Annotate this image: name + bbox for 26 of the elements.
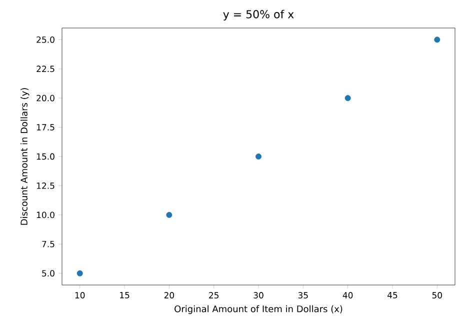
y-tick-label: 10.0 (36, 212, 54, 218)
x-tick-label: 30 (254, 292, 264, 298)
point (434, 36, 440, 43)
x-tick-label: 45 (387, 292, 398, 298)
x-tick-label: 35 (298, 292, 308, 298)
point (344, 95, 351, 102)
y-tick-label: 17.5 (36, 124, 54, 130)
y-tick-label: 5.0 (42, 270, 54, 277)
x-tick-label: 15 (120, 292, 130, 298)
y-tick-label: 15.0 (36, 153, 54, 160)
y-tick-label: 25.0 (36, 36, 54, 43)
y-tick-label: 12.5 (36, 182, 54, 189)
x-tick-label: 25 (209, 292, 219, 298)
point (166, 212, 172, 218)
x-tick-label: 20 (164, 292, 174, 298)
y-tick-label: 20.0 (36, 94, 54, 102)
y-tick-label: 7.5 (42, 240, 54, 248)
x-tick-label: 10 (75, 292, 85, 298)
chart-title: y = 50% of x (223, 10, 294, 20)
x-tick-label: 40 (342, 292, 353, 298)
point (76, 270, 83, 276)
point (256, 154, 262, 160)
x-axis-title: Original Amount of Item in Dollars (x) (174, 305, 342, 314)
y-axis-title: Discount Amount in Dollars (y) (20, 88, 30, 225)
y-tick-label: 22.5 (36, 66, 54, 72)
x-tick-label: 50 (432, 292, 442, 298)
